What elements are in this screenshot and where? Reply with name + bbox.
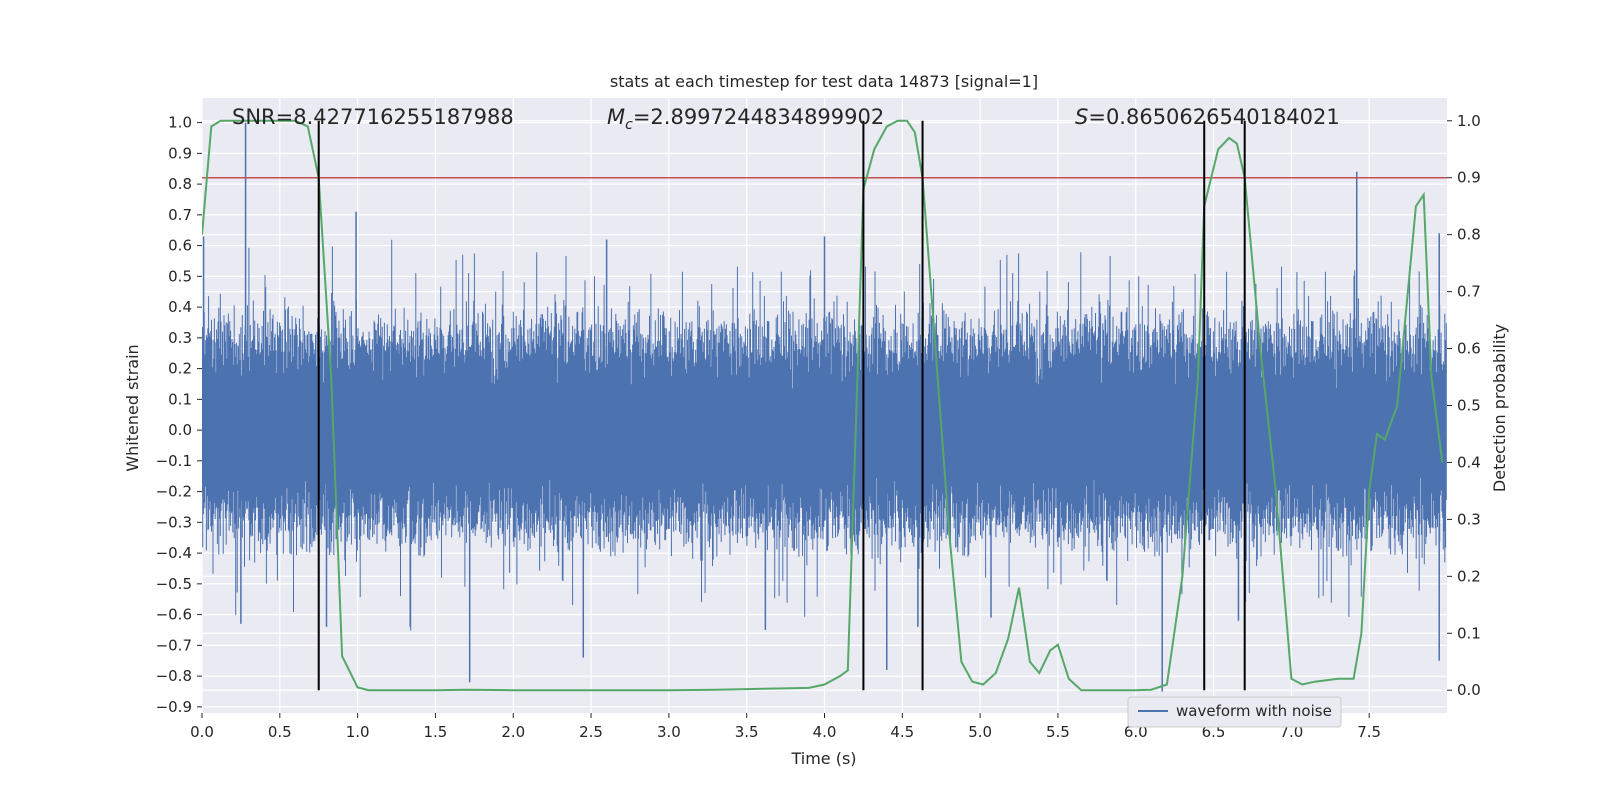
legend: waveform with noise [1127,696,1342,728]
y-tick-label-left: 0.3 [168,329,192,347]
legend-box [1127,696,1342,728]
x-axis-ticks: 0.0 0.5 1.0 1.5 2.0 2.5 3.0 3.5 4.0 4.5 5.0 5.5 6.0 6… [190,713,1381,741]
x-tick-label: 3.5 [735,723,759,741]
y-tick-label-left: 0.9 [168,144,192,162]
y-tick-label-right: 0.6 [1457,340,1481,358]
y-axis-right-title: Detection probability [1490,324,1509,492]
marker-lines [317,120,1246,691]
y-tick-label-left: −0.3 [156,513,192,531]
y-tick-label-left: 0.7 [168,206,192,224]
y-tick-label-left: −0.9 [156,698,192,716]
x-axis-title: Time (s) [790,749,856,768]
y-tick-label-right: 0.7 [1457,283,1481,301]
y-tick-label-right: 0.2 [1457,567,1481,585]
y-tick-label-left: −0.4 [156,544,192,562]
x-tick-label: 3.0 [657,723,681,741]
x-tick-label: 5.5 [1046,723,1070,741]
chart-title: stats at each timestep for test data 148… [610,72,1038,91]
x-tick-label: 5.0 [968,723,992,741]
chirp-mass-subscript: c [625,117,633,133]
chirp-mass-value: =2.8997244834899902 [633,105,884,129]
y-tick-label-left: 0.8 [168,175,192,193]
y-tick-label-left: 0.6 [168,237,192,255]
snr-annotation: SNR=8.427716255187988 [232,105,514,129]
x-tick-label: 4.0 [813,723,837,741]
x-tick-label: 1.0 [346,723,370,741]
y-tick-label-right: 0.1 [1457,624,1481,642]
y-tick-label-left: 0.2 [168,360,192,378]
y-tick-label-right: 1.0 [1457,112,1481,130]
y-tick-label-right: 0.9 [1457,169,1481,187]
x-tick-label: 1.5 [424,723,448,741]
y-tick-label-left: −0.8 [156,667,192,685]
y-tick-label-right: 0.3 [1457,510,1481,528]
y-tick-label-left: −0.2 [156,483,192,501]
y-tick-label-left: 0.1 [168,390,192,408]
chirp-mass-annotation: Mc=2.8997244834899902 [607,105,884,133]
legend-label: waveform with noise [1176,702,1332,720]
y-tick-label-left: −0.7 [156,636,192,654]
x-tick-label: 0.0 [190,723,214,741]
probability-line [202,119,1444,692]
y-tick-label-right: 0.5 [1457,397,1481,415]
x-tick-label: 2.0 [501,723,525,741]
y-tick-label-right: 0.8 [1457,226,1481,244]
y-axis-right-ticks: 1.0 0.9 0.8 0.7 0.6 0.5 0.4 0.3 0.2 0.1 0.0 [1447,112,1481,699]
score-annotation: S=0.8650626540184021 [1075,105,1340,129]
score-symbol: S [1075,105,1088,129]
waveform-line [202,239,1447,631]
probability-series [202,119,1444,692]
y-tick-label-left: 1.0 [168,114,192,132]
y-axis-left-ticks: 1.0 0.9 0.8 0.7 0.6 0.5 0.4 0.3 0.2 0.1 0.0 −0.1 −0.… [156,114,202,716]
x-tick-label: 0.5 [268,723,292,741]
y-axis-left-title: Whitened strain [123,344,142,471]
y-tick-label-left: −0.5 [156,575,192,593]
y-tick-label-left: 0.5 [168,267,192,285]
waveform-series [202,122,1447,692]
x-tick-label: 4.5 [890,723,914,741]
chirp-mass-symbol: M [607,105,625,129]
y-tick-label-left: −0.1 [156,452,192,470]
y-tick-label-left: −0.6 [156,606,192,624]
y-tick-label-left: 0.4 [168,298,192,316]
x-tick-label: 2.5 [579,723,603,741]
x-tick-label: 7.5 [1357,723,1381,741]
y-tick-label-right: 0.0 [1457,681,1481,699]
y-tick-label-right: 0.4 [1457,453,1481,471]
score-value: =0.8650626540184021 [1088,105,1339,129]
y-tick-label-left: 0.0 [168,421,192,439]
